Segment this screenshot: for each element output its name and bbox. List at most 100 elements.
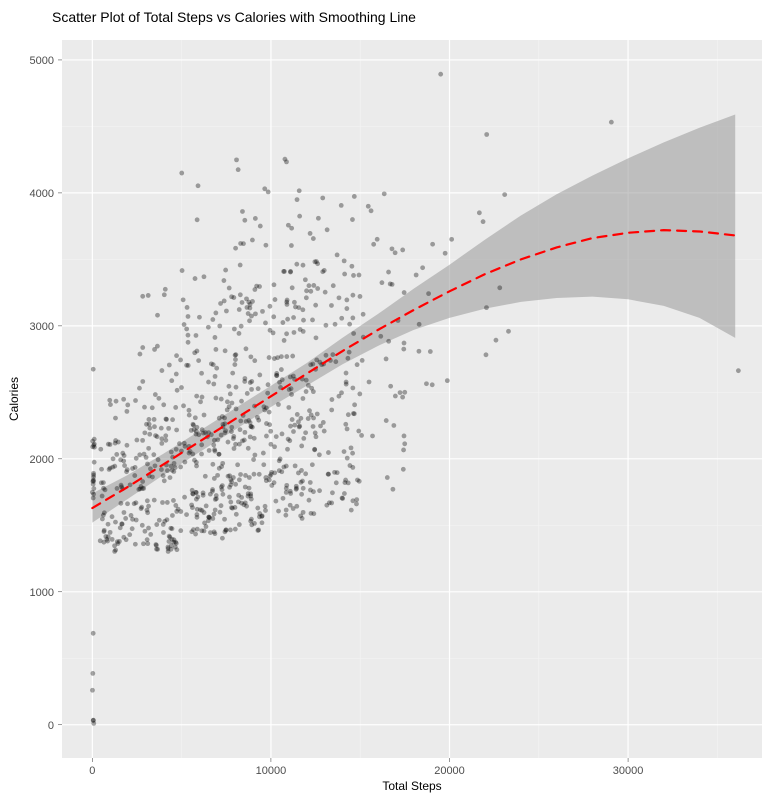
data-point bbox=[206, 430, 211, 435]
data-point bbox=[280, 377, 285, 382]
data-point bbox=[101, 480, 106, 485]
data-point bbox=[201, 431, 206, 436]
data-point bbox=[335, 252, 340, 257]
data-point bbox=[137, 386, 142, 391]
data-point bbox=[202, 413, 207, 418]
data-point bbox=[289, 386, 294, 391]
data-point bbox=[170, 468, 175, 473]
data-point bbox=[184, 363, 189, 368]
data-point bbox=[352, 411, 357, 416]
data-point bbox=[247, 318, 252, 323]
data-point bbox=[329, 408, 334, 413]
data-point bbox=[171, 540, 176, 545]
data-point bbox=[139, 505, 144, 510]
data-point bbox=[324, 353, 329, 358]
data-point bbox=[292, 330, 297, 335]
data-point bbox=[204, 524, 209, 529]
data-point bbox=[169, 450, 174, 455]
data-point bbox=[98, 447, 103, 452]
data-point bbox=[494, 338, 499, 343]
data-point bbox=[280, 320, 285, 325]
data-point bbox=[140, 523, 145, 528]
data-point bbox=[257, 373, 262, 378]
data-point bbox=[255, 506, 260, 511]
y-tick-label: 2000 bbox=[30, 454, 54, 466]
data-point bbox=[355, 362, 360, 367]
data-point bbox=[272, 356, 277, 361]
data-point bbox=[345, 456, 350, 461]
data-point bbox=[315, 412, 320, 417]
data-point bbox=[127, 532, 132, 537]
data-point bbox=[304, 295, 309, 300]
data-point bbox=[162, 519, 167, 524]
data-point bbox=[146, 446, 151, 451]
data-point bbox=[134, 438, 139, 443]
data-point bbox=[211, 443, 216, 448]
y-tick-label: 1000 bbox=[30, 587, 54, 599]
data-point bbox=[103, 487, 108, 492]
data-point bbox=[138, 486, 143, 491]
data-point bbox=[279, 469, 284, 474]
data-point bbox=[190, 505, 195, 510]
data-point bbox=[260, 309, 265, 314]
data-point bbox=[195, 515, 200, 520]
data-point bbox=[308, 231, 313, 236]
data-point bbox=[112, 549, 117, 554]
data-point bbox=[298, 327, 303, 332]
data-point bbox=[174, 447, 179, 452]
data-point bbox=[239, 324, 244, 329]
data-point bbox=[322, 429, 327, 434]
data-point bbox=[122, 453, 127, 458]
data-point bbox=[260, 520, 265, 525]
data-point bbox=[420, 265, 425, 270]
data-point bbox=[223, 428, 228, 433]
data-point bbox=[262, 186, 267, 191]
data-point bbox=[232, 362, 237, 367]
data-point bbox=[380, 280, 385, 285]
data-point bbox=[161, 530, 166, 535]
data-point bbox=[179, 385, 184, 390]
data-point bbox=[256, 386, 261, 391]
data-point bbox=[203, 474, 208, 479]
data-point bbox=[401, 448, 406, 453]
data-point bbox=[177, 441, 182, 446]
data-point bbox=[345, 427, 350, 432]
data-point bbox=[277, 458, 282, 463]
data-point bbox=[337, 394, 342, 399]
data-point bbox=[90, 688, 95, 693]
data-point bbox=[400, 395, 405, 400]
data-point bbox=[284, 490, 289, 495]
data-point bbox=[307, 408, 312, 413]
data-point bbox=[346, 412, 351, 417]
data-point bbox=[232, 446, 237, 451]
data-point bbox=[140, 379, 145, 384]
data-point bbox=[303, 430, 308, 435]
data-point bbox=[201, 493, 206, 498]
data-point bbox=[222, 517, 227, 522]
data-point bbox=[146, 504, 151, 509]
data-point bbox=[194, 333, 199, 338]
data-point bbox=[506, 329, 511, 334]
data-point bbox=[240, 209, 245, 214]
data-point bbox=[301, 486, 306, 491]
x-tick-label: 20000 bbox=[434, 765, 465, 777]
data-point bbox=[172, 461, 177, 466]
data-point bbox=[186, 340, 191, 345]
data-point bbox=[378, 334, 383, 339]
data-point bbox=[209, 361, 214, 366]
data-point bbox=[174, 353, 179, 358]
data-point bbox=[289, 392, 294, 397]
data-point bbox=[229, 425, 234, 430]
data-point bbox=[199, 528, 204, 533]
data-point bbox=[261, 462, 266, 467]
data-point bbox=[153, 433, 158, 438]
data-point bbox=[257, 472, 262, 477]
data-point bbox=[210, 317, 215, 322]
data-point bbox=[292, 423, 297, 428]
data-point bbox=[106, 522, 111, 527]
data-point bbox=[184, 327, 189, 332]
data-point bbox=[391, 423, 396, 428]
data-point bbox=[297, 214, 302, 219]
data-point bbox=[349, 264, 354, 269]
data-point bbox=[222, 299, 227, 304]
